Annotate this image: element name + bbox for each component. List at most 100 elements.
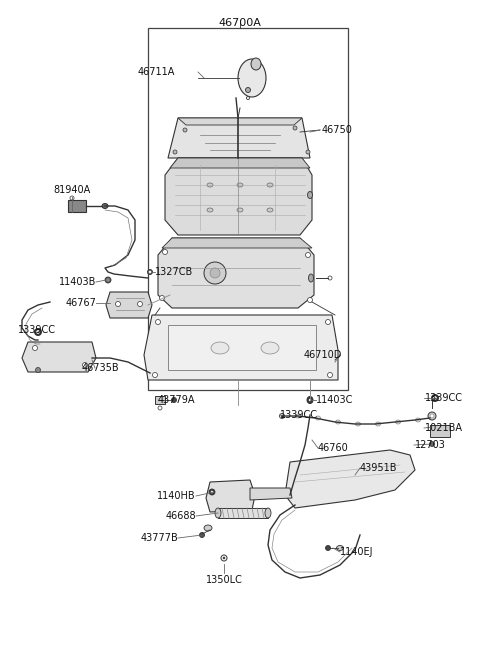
Ellipse shape [267,208,273,212]
Text: 46710D: 46710D [304,350,342,360]
Ellipse shape [265,508,271,518]
Ellipse shape [327,373,333,377]
Text: 43777B: 43777B [140,533,178,543]
Text: 1327CB: 1327CB [155,267,193,277]
Bar [218,508,268,518]
Polygon shape [250,488,292,500]
Ellipse shape [432,394,439,401]
Text: 1339CC: 1339CC [280,410,318,420]
Ellipse shape [163,249,168,255]
Ellipse shape [215,508,221,518]
Ellipse shape [137,302,143,306]
Ellipse shape [238,59,266,97]
Polygon shape [162,238,312,248]
Text: 46688: 46688 [166,511,196,521]
Ellipse shape [328,276,332,280]
Polygon shape [22,342,96,372]
Bar [68,200,86,212]
Ellipse shape [210,268,220,278]
Bar [148,28,348,390]
Ellipse shape [209,489,215,495]
Ellipse shape [281,415,283,417]
Ellipse shape [35,329,41,335]
Ellipse shape [171,398,177,403]
Ellipse shape [223,557,225,559]
Ellipse shape [375,422,381,426]
Ellipse shape [173,150,177,154]
Ellipse shape [200,533,204,537]
Ellipse shape [204,262,226,284]
Text: 1021BA: 1021BA [425,423,463,433]
Ellipse shape [149,271,151,273]
Ellipse shape [237,208,243,212]
Bar [155,396,165,404]
Ellipse shape [293,126,297,130]
Text: 46711A: 46711A [138,67,175,77]
Ellipse shape [147,270,153,274]
Ellipse shape [247,96,250,100]
Ellipse shape [102,203,108,209]
Ellipse shape [315,416,321,420]
Ellipse shape [156,319,160,325]
Polygon shape [178,118,302,125]
Ellipse shape [430,441,434,447]
Ellipse shape [221,555,227,561]
Text: 43951B: 43951B [360,463,397,473]
Ellipse shape [296,414,300,418]
Ellipse shape [36,331,39,333]
Ellipse shape [33,346,37,350]
Polygon shape [165,158,312,235]
Text: 1140EJ: 1140EJ [340,547,373,557]
Text: 46750: 46750 [322,125,353,135]
Ellipse shape [306,150,310,154]
Ellipse shape [267,183,273,187]
Ellipse shape [308,298,312,302]
Ellipse shape [279,413,285,419]
Text: 1350LC: 1350LC [205,575,242,585]
Bar [430,425,450,437]
Polygon shape [144,315,338,380]
Ellipse shape [433,396,436,400]
Ellipse shape [430,414,434,418]
Polygon shape [106,292,152,318]
Ellipse shape [396,420,400,424]
Text: 46767: 46767 [65,298,96,308]
Text: 11403C: 11403C [316,395,353,405]
Ellipse shape [83,363,87,367]
Ellipse shape [416,418,420,422]
Ellipse shape [245,87,251,92]
Ellipse shape [207,183,213,187]
Ellipse shape [207,208,213,212]
Ellipse shape [107,279,109,281]
Text: 1140HB: 1140HB [157,491,196,501]
Ellipse shape [336,420,340,424]
Ellipse shape [116,302,120,306]
Text: 43779A: 43779A [158,395,195,405]
Ellipse shape [153,373,157,377]
Polygon shape [170,158,310,168]
Ellipse shape [325,319,331,325]
Ellipse shape [159,295,165,300]
Ellipse shape [309,399,311,401]
Ellipse shape [183,128,187,132]
Ellipse shape [308,192,312,199]
Text: 46700A: 46700A [218,18,262,28]
Bar [168,325,316,370]
Ellipse shape [36,367,40,373]
Ellipse shape [105,277,111,283]
Ellipse shape [211,342,229,354]
Text: 11403B: 11403B [59,277,96,287]
Ellipse shape [211,491,213,493]
Ellipse shape [204,525,212,531]
Ellipse shape [261,342,279,354]
Ellipse shape [336,546,344,550]
Ellipse shape [70,196,74,200]
Ellipse shape [158,406,162,410]
Text: 81940A: 81940A [53,185,91,195]
Ellipse shape [305,253,311,258]
Ellipse shape [428,412,436,420]
Polygon shape [206,480,255,512]
Ellipse shape [309,274,313,282]
Polygon shape [168,118,310,158]
Text: 46735B: 46735B [82,363,120,373]
